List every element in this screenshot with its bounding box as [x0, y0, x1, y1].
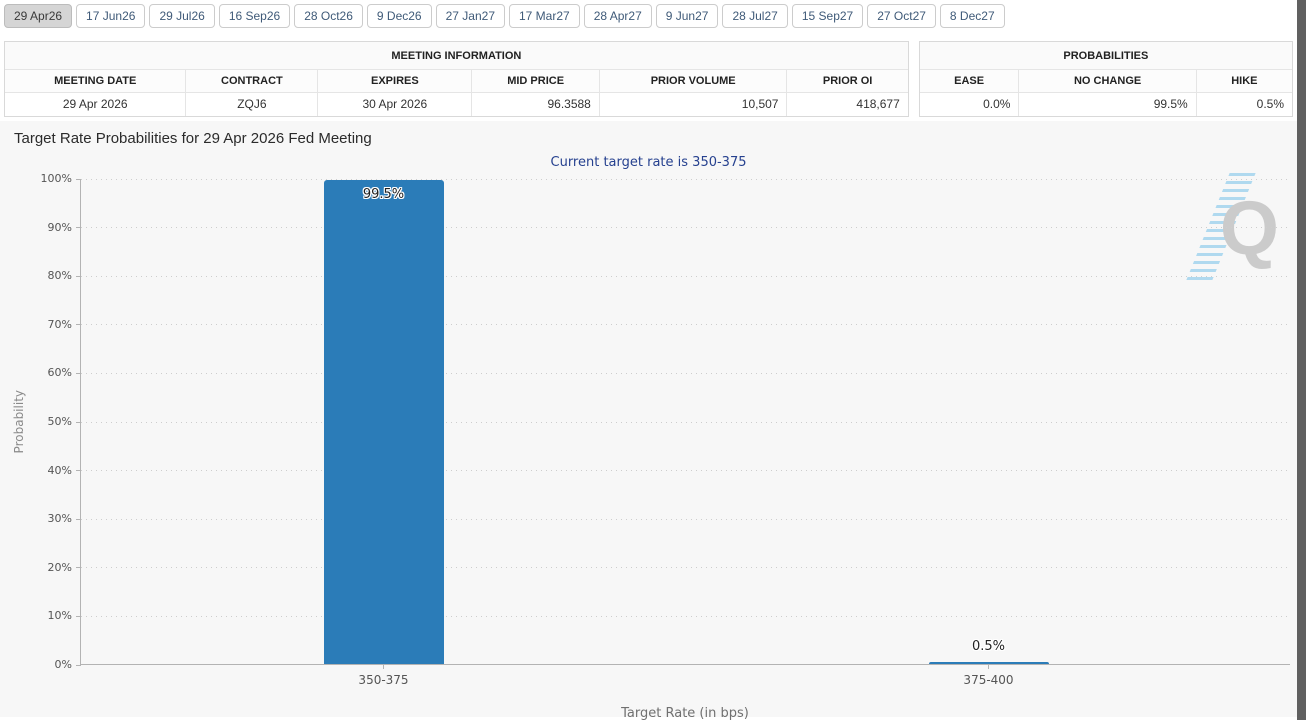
gridline — [81, 372, 1290, 374]
y-tick-label: 80% — [47, 269, 72, 283]
meeting-tab-17-jun26[interactable]: 17 Jun26 — [76, 4, 146, 28]
probabilities-table: PROBABILITIES EASE NO CHANGE HIKE 0.0% 99.5… — [918, 41, 1293, 117]
column-header: HIKE — [1195, 70, 1292, 92]
gridline — [81, 275, 1290, 277]
probability-chart-panel: Target Rate Probabilities for 29 Apr 202… — [0, 121, 1297, 720]
meeting-tab-16-sep26[interactable]: 16 Sep26 — [218, 4, 291, 28]
cell-value: 10,507 — [598, 93, 787, 116]
cell-value: ZQJ6 — [185, 93, 317, 116]
meeting-tab-9-jun27[interactable]: 9 Jun27 — [655, 4, 719, 28]
y-tick-mark — [76, 615, 81, 617]
cell-value: 99.5% — [1018, 93, 1195, 116]
cell-value: 418,677 — [786, 93, 907, 116]
gridline — [81, 421, 1290, 423]
gridline — [81, 615, 1290, 617]
y-tick-label: 10% — [47, 609, 72, 623]
y-tick-label: 20% — [47, 560, 72, 574]
cell-value: 0.0% — [983, 97, 1011, 111]
chart-title: Target Rate Probabilities for 29 Apr 202… — [14, 130, 372, 147]
meeting-tab-28-oct26[interactable]: 28 Oct26 — [294, 4, 363, 28]
probability-bar-350-375[interactable] — [323, 180, 444, 664]
column-header: PRIOR VOLUME — [598, 70, 787, 92]
x-axis-title: Target Rate (in bps) — [621, 706, 749, 720]
gridline — [81, 324, 1290, 326]
plot-area: 0% 10% 20% 30% 40% 50% 60% 70% 80% 90% 100% 99.5% 35… — [41, 172, 1290, 687]
meeting-information-title: MEETING INFORMATION — [5, 42, 908, 70]
cell-value: 0.5% — [1195, 93, 1292, 116]
gridline — [81, 178, 1290, 180]
chart-subtitle: Current target rate is 350-375 — [550, 155, 747, 170]
y-tick-mark — [76, 664, 81, 666]
y-tick-mark — [76, 275, 81, 277]
quikstrike-watermark-icon: Q — [1184, 173, 1281, 285]
meeting-tab-27-jan27[interactable]: 27 Jan27 — [435, 4, 505, 28]
meeting-tab-29-jul26[interactable]: 29 Jul26 — [149, 4, 215, 28]
y-tick-mark — [76, 227, 81, 229]
meeting-information-headers: MEETING DATE CONTRACT EXPIRES MID PRICE PRIO… — [5, 70, 908, 93]
y-tick-label: 30% — [47, 512, 72, 526]
y-tick-mark — [76, 421, 81, 423]
gridline — [81, 227, 1290, 229]
probabilities-title: PROBABILITIES — [919, 42, 1292, 70]
y-tick-mark — [76, 470, 81, 472]
column-header: NO CHANGE — [1018, 70, 1195, 92]
y-tick-label: 70% — [47, 317, 72, 331]
y-tick-mark — [76, 567, 81, 569]
meeting-tab-8-dec27[interactable]: 8 Dec27 — [939, 4, 1005, 28]
y-axis-title: Probability — [12, 390, 26, 454]
cell-value: 30 Apr 2026 — [317, 93, 471, 116]
meeting-tab-17-mar27[interactable]: 17 Mar27 — [509, 4, 580, 28]
column-header: MEETING DATE — [54, 75, 137, 87]
y-tick-label: 0% — [54, 658, 72, 671]
y-tick-label: 100% — [40, 172, 72, 185]
gridline — [81, 518, 1290, 520]
bar-value-label: 0.5% — [971, 638, 1006, 654]
y-tick-mark — [76, 372, 81, 374]
meeting-tab-9-dec26[interactable]: 9 Dec26 — [366, 4, 432, 28]
probabilities-headers: EASE NO CHANGE HIKE — [919, 70, 1292, 93]
column-header: PRIOR OI — [786, 70, 907, 92]
y-tick-label: 40% — [47, 463, 72, 477]
x-tick-mark — [383, 664, 384, 669]
cell-value: 96.3588 — [471, 93, 599, 116]
column-header: MID PRICE — [471, 70, 599, 92]
meeting-tab-28-apr27[interactable]: 28 Apr27 — [583, 4, 652, 28]
meeting-tab-bar: 29 Apr26 17 Jun26 29 Jul26 16 Sep26 28 Oct26… — [0, 0, 1297, 28]
column-header: EASE — [954, 75, 985, 87]
bar-value-label: 99.5% — [362, 187, 405, 203]
meeting-tab-15-sep27[interactable]: 15 Sep27 — [791, 4, 864, 28]
x-tick-label: 350-375 — [358, 673, 409, 687]
y-tick-mark — [76, 178, 81, 180]
watermark-q-letter: Q — [1219, 186, 1279, 271]
vertical-scrollbar[interactable] — [1297, 0, 1306, 720]
column-header: CONTRACT — [185, 70, 317, 92]
x-tick-label: 375-400 — [963, 673, 1014, 687]
probabilities-values: 0.0% 99.5% 0.5% — [920, 93, 1292, 116]
meeting-tab-29-apr26[interactable]: 29 Apr26 — [4, 4, 73, 28]
y-tick-label: 60% — [47, 366, 72, 380]
gridline — [81, 470, 1290, 472]
column-header: EXPIRES — [317, 70, 471, 92]
meeting-tab-28-jul27[interactable]: 28 Jul27 — [722, 4, 788, 28]
meeting-information-table: MEETING INFORMATION MEETING DATE CONTRACT… — [4, 41, 909, 117]
y-tick-label: 50% — [47, 415, 72, 428]
summary-tables: MEETING INFORMATION MEETING DATE CONTRACT… — [4, 41, 1293, 117]
meeting-information-values: 29 Apr 2026 ZQJ6 30 Apr 2026 96.3588 10,507 4… — [5, 93, 908, 116]
meeting-tab-27-oct27[interactable]: 27 Oct27 — [867, 4, 936, 28]
gridline — [81, 567, 1290, 569]
y-tick-mark — [76, 518, 81, 520]
y-tick-label: 90% — [47, 220, 72, 234]
probability-bar-375-400[interactable] — [928, 661, 1049, 664]
cell-value: 29 Apr 2026 — [62, 97, 128, 111]
y-tick-mark — [76, 324, 81, 326]
x-tick-mark — [988, 664, 989, 669]
